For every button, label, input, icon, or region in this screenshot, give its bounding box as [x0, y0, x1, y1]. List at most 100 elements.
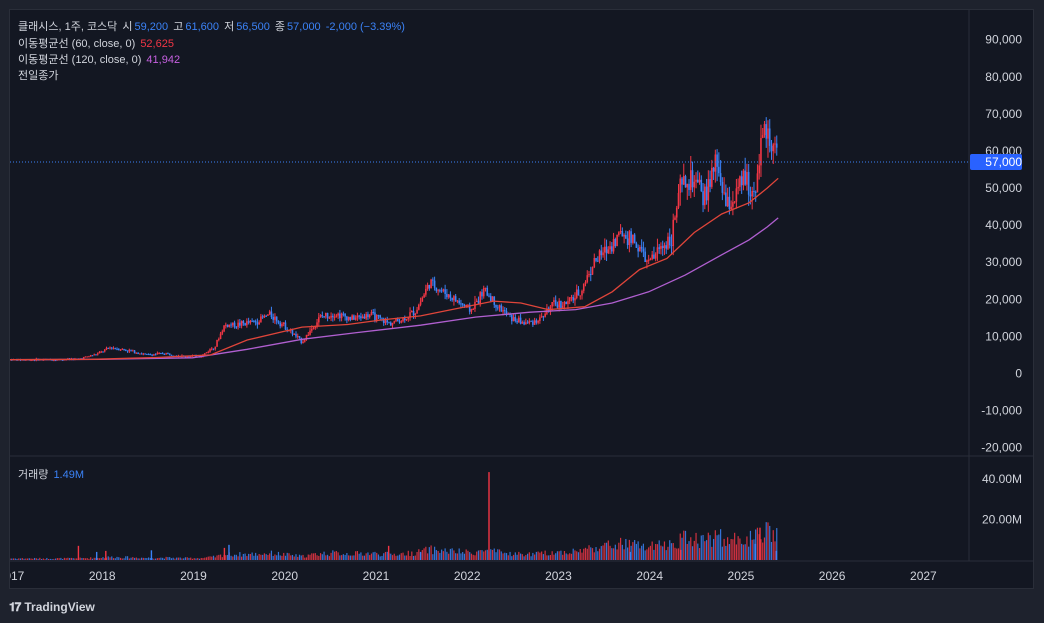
candle-body — [228, 324, 231, 327]
legend-low-label: 저 — [224, 21, 235, 33]
volume-bar — [63, 557, 65, 560]
volume-bar — [123, 558, 125, 560]
candle-body — [261, 316, 264, 318]
legend-ma120[interactable]: 이동평균선 (120, close, 0) 41,942 — [18, 51, 182, 67]
candle-body — [332, 315, 334, 318]
volume-bar — [30, 558, 32, 560]
candle-body — [391, 322, 394, 326]
volume-bar — [426, 553, 429, 560]
volume-bar — [72, 558, 74, 560]
candle-body — [132, 350, 134, 352]
volume-bar — [605, 542, 608, 560]
candle-body — [225, 324, 227, 326]
candle-body — [389, 322, 392, 326]
volume-bar — [79, 557, 81, 560]
time-tick-label: 2022 — [454, 569, 481, 583]
candle-body — [351, 315, 353, 320]
volume-spike-bar — [754, 543, 757, 560]
candle-body — [442, 289, 445, 291]
volume-bar — [730, 538, 732, 560]
volume-bar — [663, 541, 666, 560]
volume-bar — [260, 554, 262, 560]
candle-body — [140, 353, 143, 355]
volume-bar — [512, 554, 515, 560]
candle-body — [114, 348, 117, 350]
volume-bar — [372, 552, 374, 560]
time-tick-label: 2017 — [10, 569, 25, 583]
volume-bar — [548, 555, 550, 560]
volume-bar — [172, 557, 174, 560]
candle-body — [560, 300, 562, 309]
candle-body — [298, 336, 301, 338]
candle-body — [398, 321, 401, 323]
candle-body — [400, 321, 403, 323]
volume-bar — [741, 543, 743, 560]
volume-bar — [511, 556, 513, 560]
candle-body — [582, 283, 585, 291]
candle-body — [84, 356, 87, 358]
volume-bar — [114, 558, 116, 560]
candle-body — [96, 353, 99, 355]
chart-frame[interactable]: 90,000 80,000 70,000 60,000 50,000 40,000 30,0… — [9, 9, 1034, 589]
legend-symbol[interactable]: 클래시스, 1주, 코스닥 — [18, 21, 118, 33]
candle-body — [668, 236, 671, 246]
volume-bar — [369, 555, 371, 560]
candle-body — [705, 186, 708, 201]
time-tick-label: 2019 — [180, 569, 207, 583]
volume-bar — [86, 558, 88, 560]
volume-bar — [563, 551, 566, 560]
volume-bar — [490, 549, 492, 560]
chart-canvas[interactable]: 90,00080,00070,00060,00050,00040,00030,0… — [10, 10, 1033, 588]
candle-body — [649, 258, 652, 260]
volume-bar — [48, 558, 50, 560]
volume-bar — [481, 550, 483, 560]
time-tick-label: 2023 — [545, 569, 572, 583]
volume-bar — [355, 551, 357, 560]
volume-bar — [58, 558, 60, 560]
candle-body — [54, 360, 57, 362]
legend-prev-close[interactable]: 전일종가 — [18, 67, 60, 83]
candle-body — [768, 128, 771, 146]
candle-body — [379, 315, 382, 318]
volume-bar — [665, 550, 667, 560]
volume-bar — [619, 537, 622, 560]
candle-body — [558, 300, 560, 308]
volume-bar — [535, 551, 537, 560]
footer-brand[interactable]: TradingView — [24, 600, 95, 614]
candle-body — [214, 346, 217, 349]
candle-body — [416, 309, 418, 314]
candle-body — [763, 124, 766, 136]
volume-bar — [423, 548, 425, 560]
legend-volume[interactable]: 거래량 1.49M — [18, 466, 86, 482]
volume-bar — [588, 545, 590, 560]
candle-body — [361, 316, 364, 319]
volume-bar — [163, 558, 166, 560]
volume-bar — [590, 547, 592, 560]
volume-bar — [251, 552, 253, 560]
volume-bar — [118, 557, 120, 560]
volume-bar — [155, 558, 157, 560]
candle-body — [432, 279, 434, 281]
candle-body — [279, 322, 282, 327]
volume-bar — [105, 557, 108, 560]
tradingview-logo-icon[interactable]: 𝟏𝟕 — [9, 599, 21, 614]
volume-bar — [332, 550, 334, 560]
candle-body — [95, 354, 97, 356]
legend-ma60[interactable]: 이동평균선 (60, close, 0) 52,625 — [18, 35, 176, 51]
candle-body — [426, 284, 429, 289]
volume-bar — [290, 555, 292, 560]
volume-bar — [688, 541, 690, 560]
candle-body — [670, 245, 673, 247]
candle-body — [628, 231, 631, 246]
volume-bar — [607, 540, 609, 560]
candle-body — [288, 330, 290, 332]
volume-bar — [497, 549, 499, 560]
candle-body — [135, 352, 138, 354]
candle-body — [593, 258, 596, 268]
candle-body — [451, 298, 453, 301]
candle-body — [284, 322, 287, 330]
candle-body — [544, 313, 546, 317]
candle-body — [698, 179, 701, 183]
candle-body — [604, 246, 606, 253]
volume-bar — [734, 532, 736, 560]
